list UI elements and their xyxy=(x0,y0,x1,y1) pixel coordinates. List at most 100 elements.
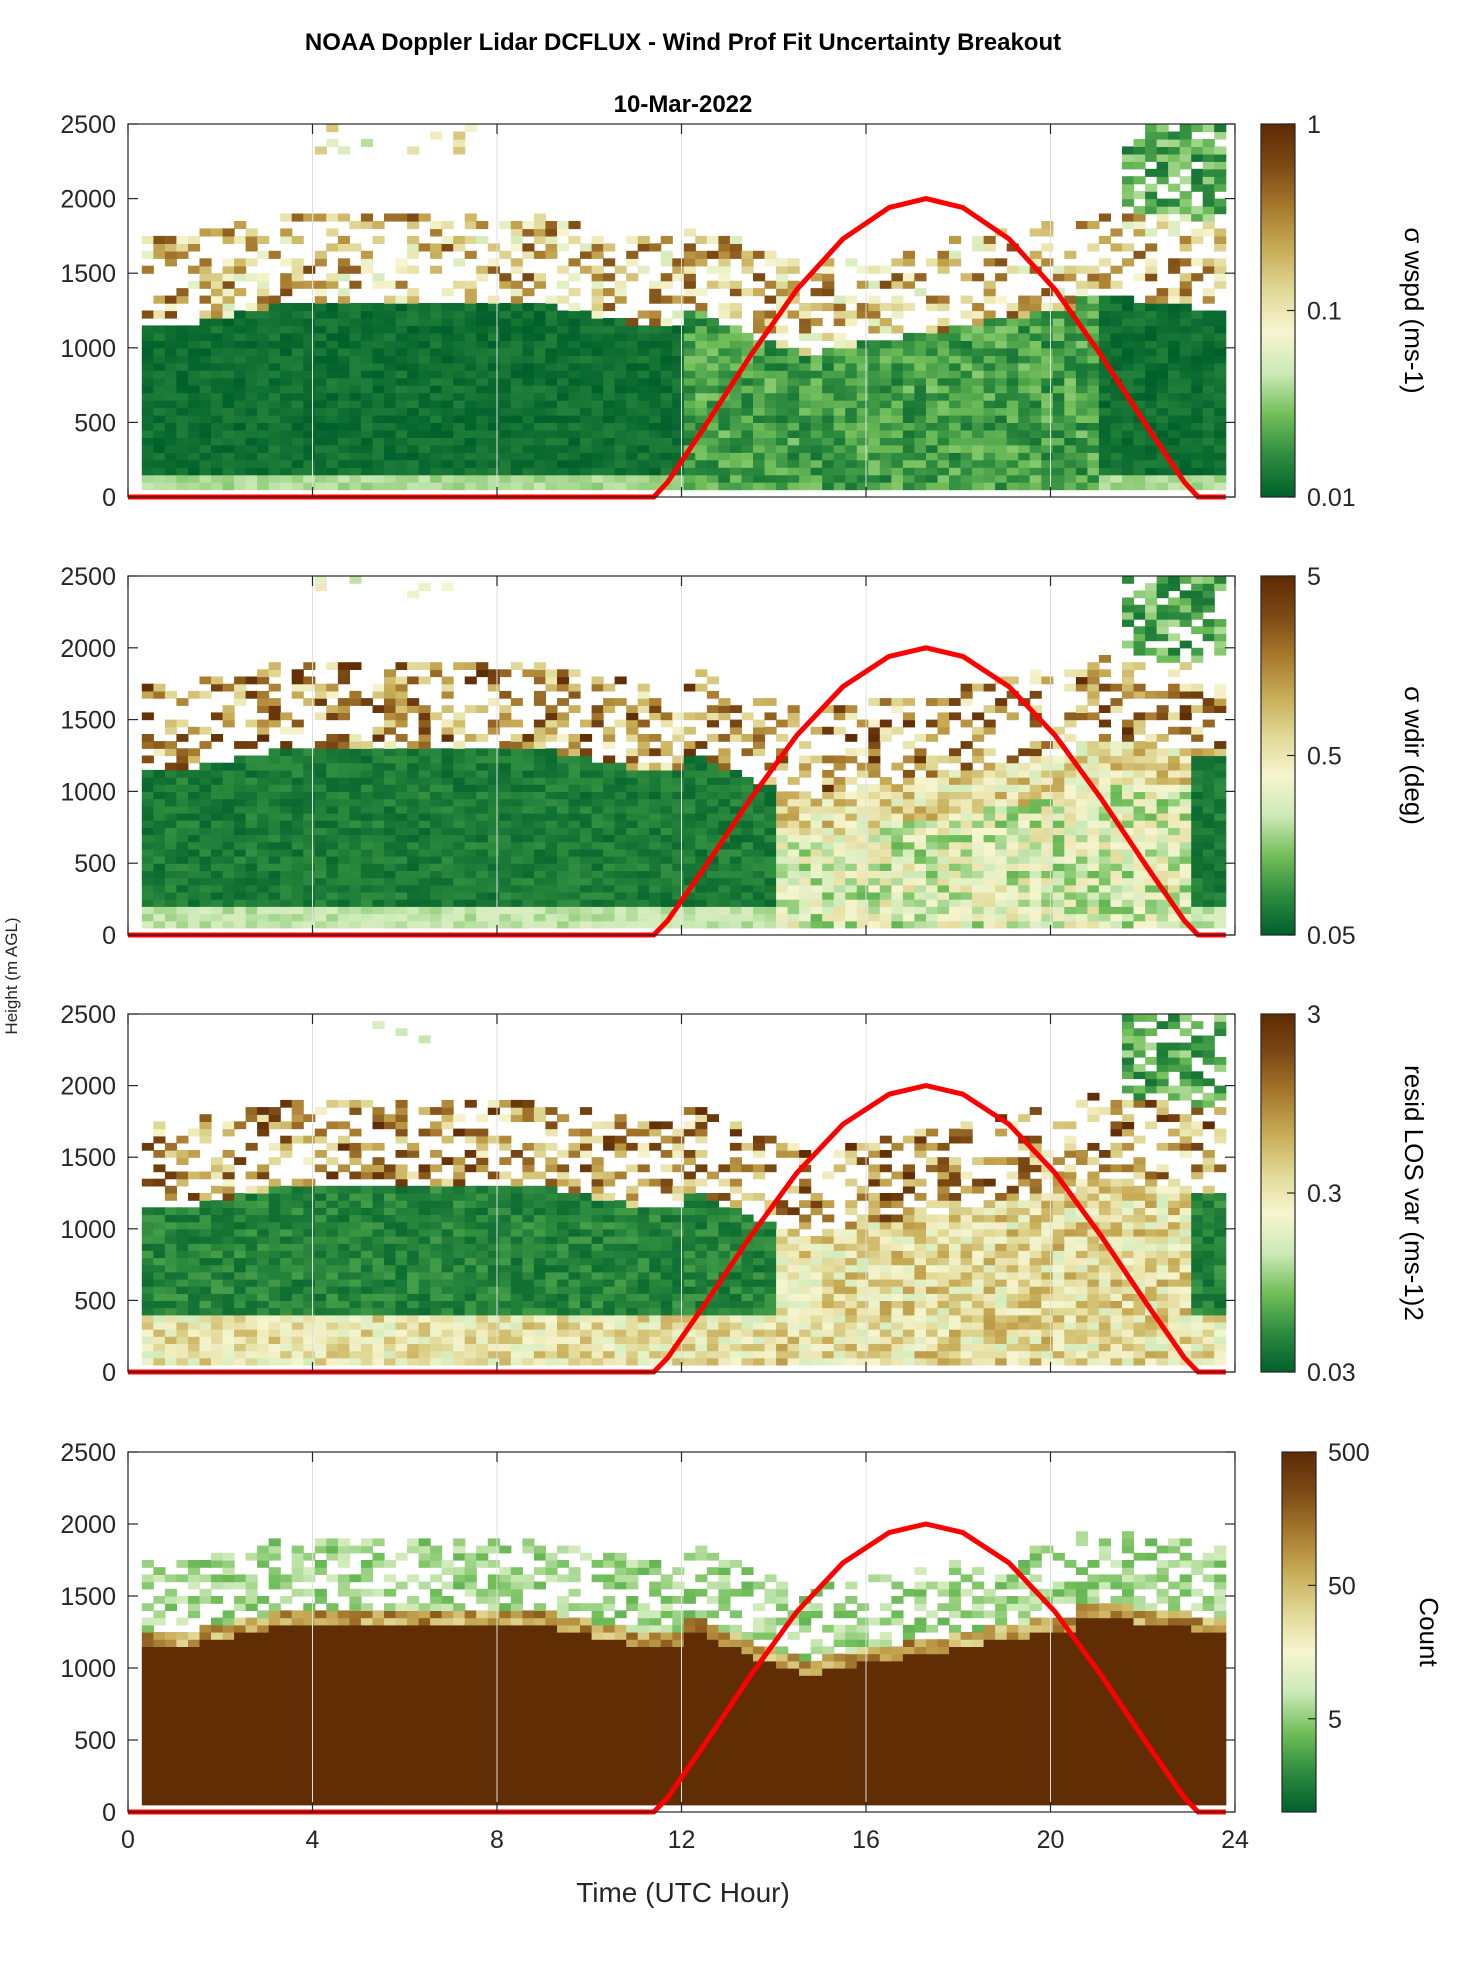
heatmap-cell xyxy=(349,734,362,742)
heatmap-cell xyxy=(891,400,904,409)
heatmap-cell xyxy=(995,400,1008,409)
heatmap-cell xyxy=(499,400,512,409)
heatmap-cell xyxy=(787,355,800,364)
heatmap-cell xyxy=(188,422,201,431)
heatmap-cell xyxy=(199,841,212,850)
heatmap-cell xyxy=(741,748,754,757)
heatmap-cell xyxy=(1145,355,1158,364)
heatmap-cell xyxy=(372,325,385,334)
heatmap-cell xyxy=(395,385,408,394)
heatmap-cell xyxy=(856,340,869,349)
heatmap-cell xyxy=(1006,310,1019,319)
heatmap-cell xyxy=(510,288,523,297)
heatmap-cell xyxy=(637,243,650,252)
heatmap-cell xyxy=(614,798,627,807)
heatmap-cell xyxy=(211,444,224,453)
heatmap-cell xyxy=(464,812,477,821)
heatmap-cell xyxy=(1133,385,1146,394)
heatmap-cell xyxy=(706,467,719,476)
heatmap-cell xyxy=(614,812,627,821)
heatmap-cell xyxy=(776,820,789,828)
heatmap-cell xyxy=(799,467,812,476)
heatmap-cell xyxy=(280,228,293,237)
heatmap-cell xyxy=(441,884,454,893)
heatmap-cell xyxy=(914,400,927,409)
heatmap-cell xyxy=(349,474,362,483)
heatmap-cell xyxy=(557,777,570,785)
heatmap-cell xyxy=(360,392,373,401)
heatmap-cell xyxy=(891,848,904,857)
heatmap-cell xyxy=(222,362,235,371)
heatmap-cell xyxy=(1087,362,1100,371)
heatmap-cell xyxy=(545,834,558,843)
heatmap-cell xyxy=(487,400,500,409)
heatmap-cell xyxy=(453,355,466,364)
heatmap-cell xyxy=(349,243,362,252)
heatmap-cell xyxy=(764,385,777,394)
heatmap-cell xyxy=(199,913,212,922)
heatmap-cell xyxy=(706,834,719,843)
heatmap-cell xyxy=(833,347,846,356)
heatmap-cell xyxy=(729,841,742,850)
heatmap-cell xyxy=(591,377,604,386)
heatmap-cell xyxy=(614,422,627,431)
heatmap-cell xyxy=(522,407,535,416)
heatmap-cell xyxy=(902,784,915,792)
heatmap-cell xyxy=(153,355,166,364)
heatmap-cell xyxy=(580,805,593,814)
heatmap-cell xyxy=(983,400,996,409)
heatmap-cell xyxy=(141,805,154,814)
heatmap-cell xyxy=(1202,325,1215,334)
heatmap-cell xyxy=(430,452,443,461)
heatmap-cell xyxy=(384,712,397,721)
heatmap-cell xyxy=(1168,183,1181,192)
heatmap-cell xyxy=(234,755,247,764)
heatmap-cell xyxy=(603,429,616,438)
heatmap-cell xyxy=(995,377,1008,386)
heatmap-cell xyxy=(188,899,201,907)
heatmap-cell xyxy=(257,303,270,312)
heatmap-cell xyxy=(211,913,224,922)
heatmap-cell xyxy=(1191,467,1204,476)
heatmap-cell xyxy=(164,429,177,438)
heatmap-cell xyxy=(176,777,189,785)
heatmap-cell xyxy=(995,920,1008,929)
heatmap-cell xyxy=(568,769,581,778)
heatmap-cell xyxy=(1202,474,1215,483)
heatmap-cell xyxy=(453,777,466,785)
heatmap-cell xyxy=(902,414,915,423)
heatmap-cell xyxy=(1145,318,1158,327)
heatmap-cell xyxy=(729,452,742,461)
heatmap-cell xyxy=(591,347,604,356)
heatmap-cell xyxy=(995,762,1008,771)
heatmap-cell xyxy=(568,474,581,483)
heatmap-cell xyxy=(453,407,466,416)
heatmap-cell xyxy=(303,899,316,907)
heatmap-cell xyxy=(637,848,650,857)
heatmap-cell xyxy=(637,235,650,244)
heatmap-cell xyxy=(384,370,397,379)
heatmap-cell xyxy=(557,856,570,864)
heatmap-cell xyxy=(1179,161,1192,170)
heatmap-cell xyxy=(234,467,247,476)
heatmap-cell xyxy=(660,870,673,879)
heatmap-cell xyxy=(153,870,166,879)
heatmap-cell xyxy=(983,891,996,900)
heatmap-cell xyxy=(222,705,235,713)
heatmap-cell xyxy=(949,877,962,886)
heatmap-cell xyxy=(810,841,823,850)
heatmap-cell xyxy=(545,906,558,915)
heatmap-cell xyxy=(141,385,154,394)
heatmap-cell xyxy=(891,920,904,929)
heatmap-cell xyxy=(1133,153,1146,162)
heatmap-cell xyxy=(706,355,719,364)
heatmap-cell xyxy=(257,288,270,297)
heatmap-cell xyxy=(672,370,685,379)
heatmap-cell xyxy=(176,370,189,379)
heatmap-cell xyxy=(222,444,235,453)
heatmap-cell xyxy=(856,280,869,289)
heatmap-cell xyxy=(614,362,627,371)
heatmap-cell xyxy=(799,377,812,386)
heatmap-cell xyxy=(822,400,835,409)
heatmap-cell xyxy=(153,884,166,893)
